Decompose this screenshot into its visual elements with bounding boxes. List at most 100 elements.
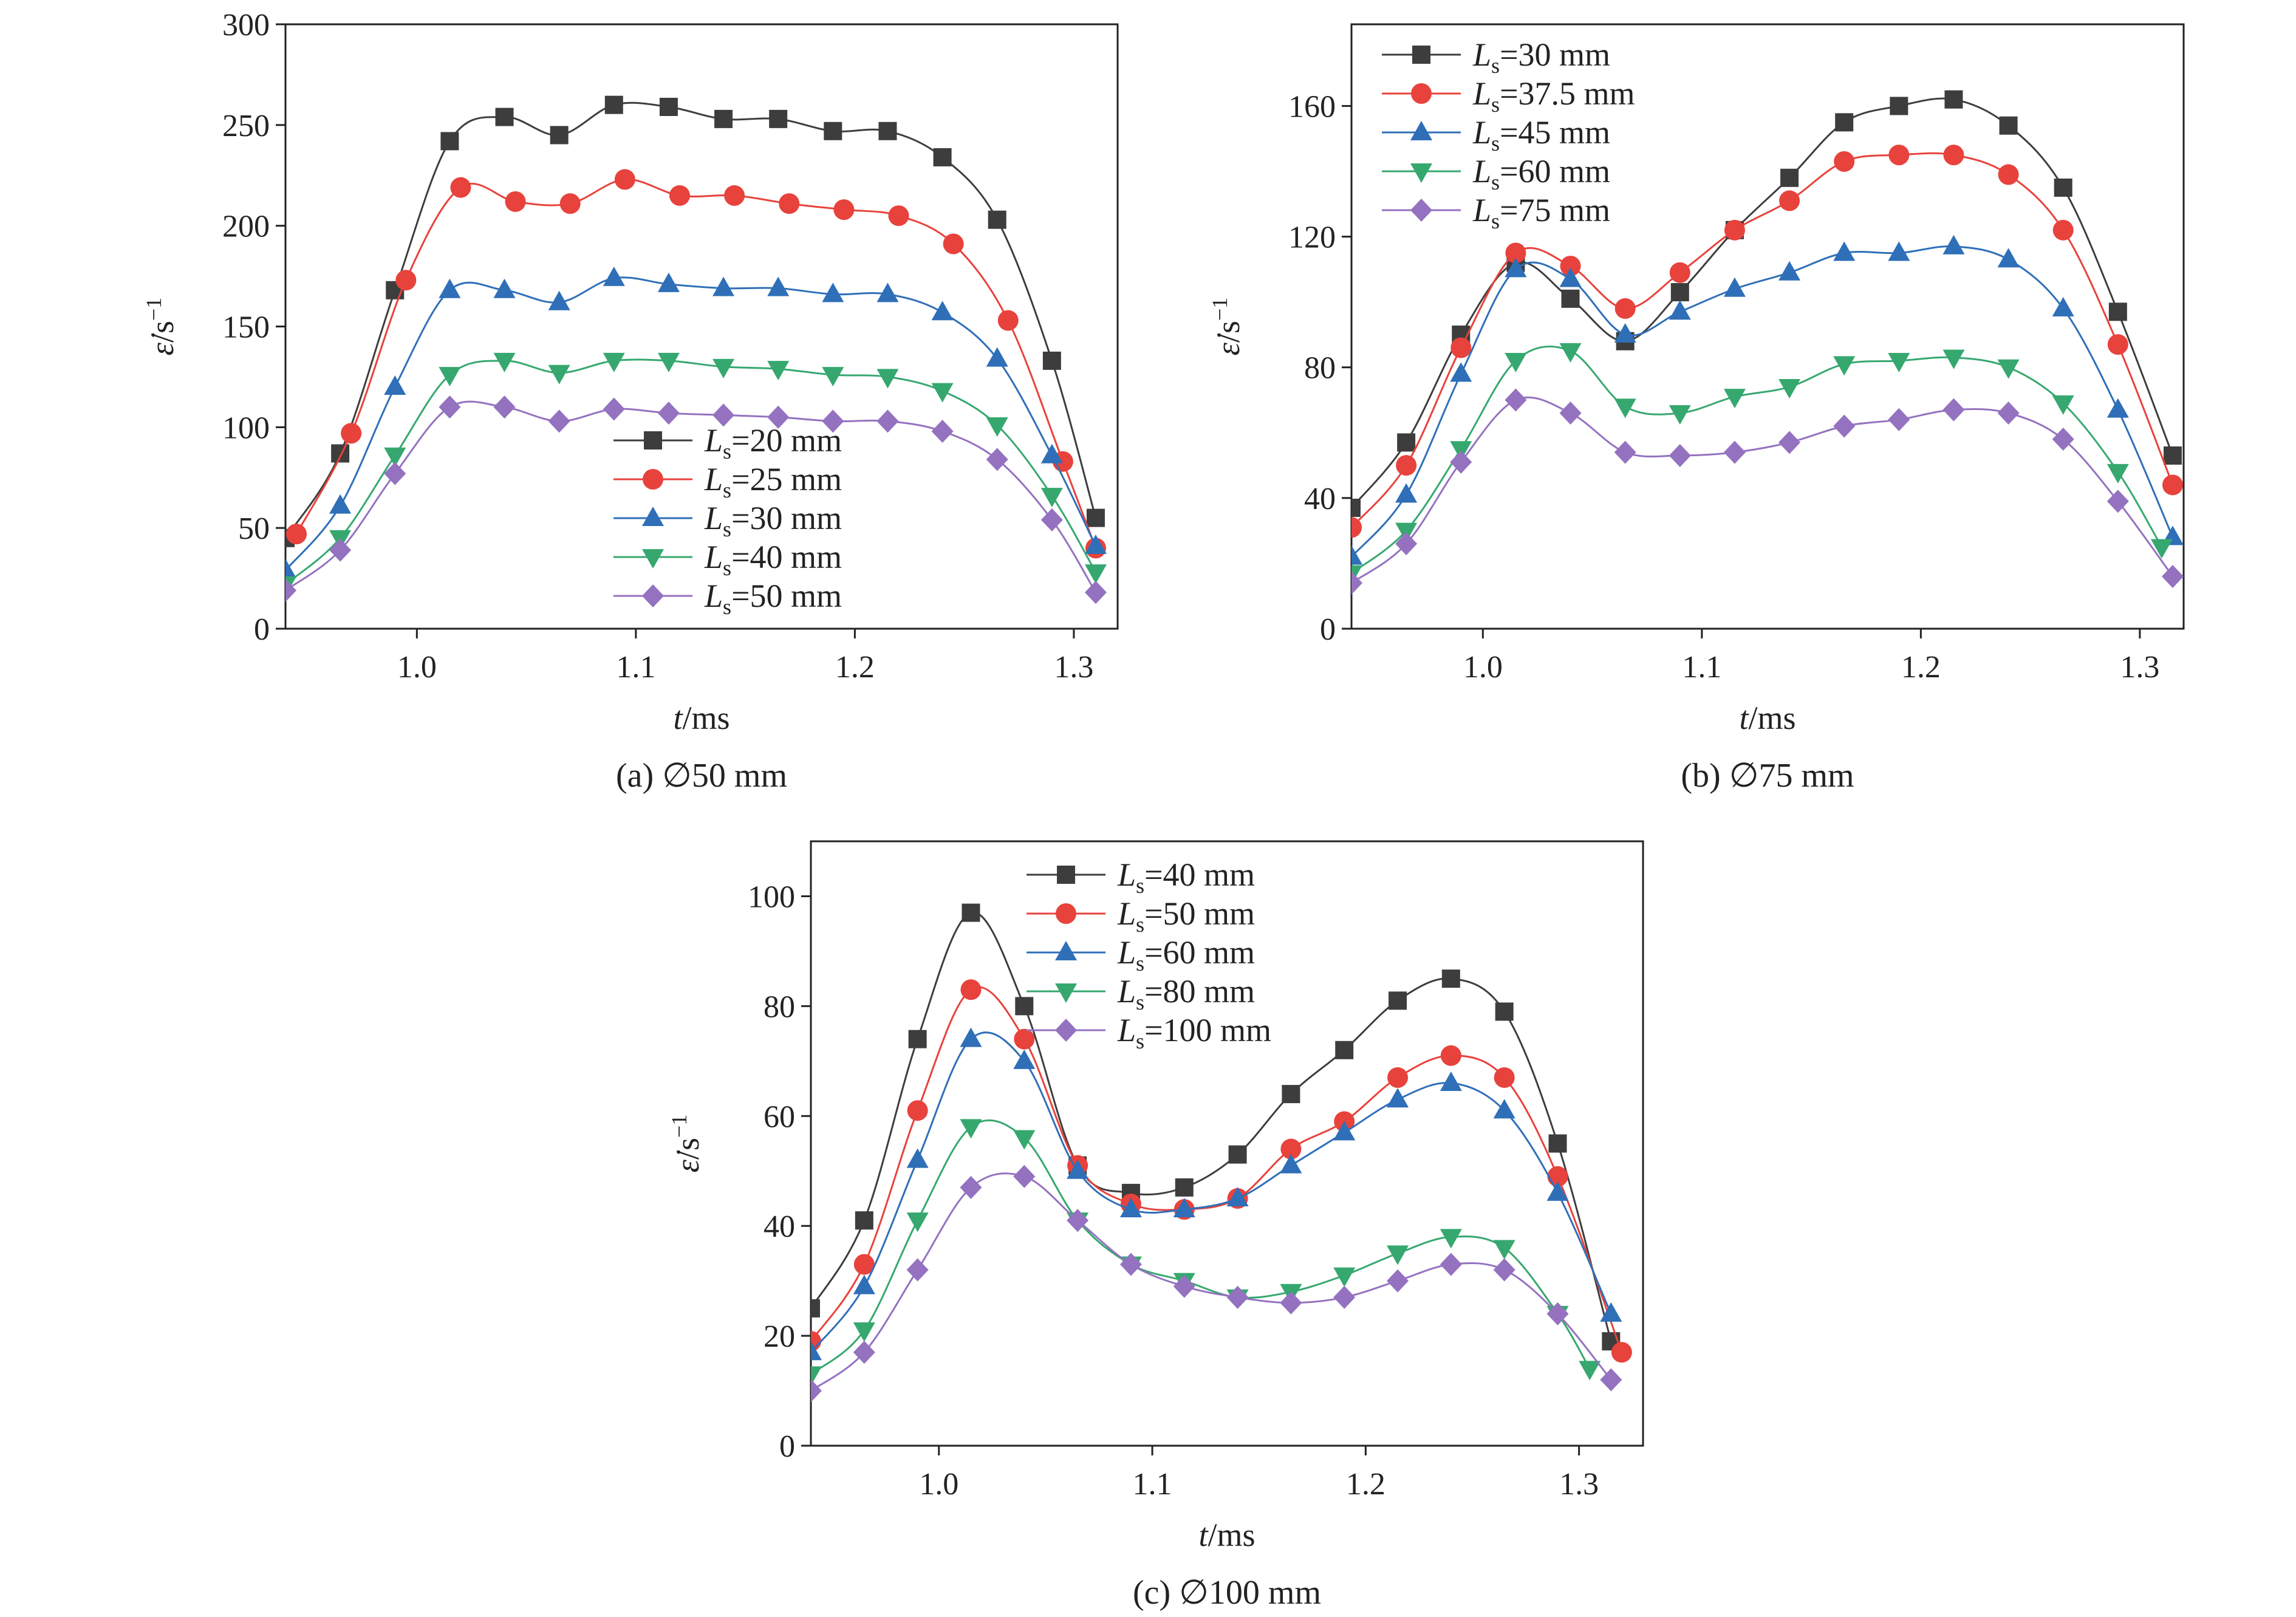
data-point xyxy=(1669,300,1691,320)
data-point xyxy=(1723,277,1746,297)
data-point xyxy=(384,447,406,467)
data-point xyxy=(1614,398,1636,419)
data-point xyxy=(1226,1285,1249,1309)
data-point xyxy=(960,1175,982,1199)
data-point xyxy=(1450,362,1472,382)
data-point xyxy=(1888,145,1910,166)
data-point xyxy=(1440,1229,1462,1249)
y-tick-label: 100 xyxy=(222,411,270,445)
data-point xyxy=(822,409,844,433)
data-point xyxy=(657,402,680,425)
data-point xyxy=(559,193,581,214)
y-tick-label: 160 xyxy=(1288,89,1336,124)
data-point xyxy=(888,205,909,227)
data-point xyxy=(853,1322,875,1342)
data-point xyxy=(1614,323,1636,343)
data-point xyxy=(960,979,982,1000)
data-point xyxy=(833,199,855,220)
data-point xyxy=(1670,283,1689,302)
data-point xyxy=(493,352,516,372)
data-point xyxy=(1387,1067,1409,1088)
data-point xyxy=(906,1212,929,1232)
data-point xyxy=(1493,1258,1515,1282)
x-tick-label: 1.2 xyxy=(1346,1467,1385,1502)
y-tick-label: 0 xyxy=(254,612,270,647)
data-point xyxy=(1505,352,1527,372)
legend-label: Ls=40 mm xyxy=(704,539,842,580)
x-tick-label: 1.2 xyxy=(1901,650,1941,685)
data-point xyxy=(1600,1302,1622,1322)
data-point xyxy=(853,1341,875,1364)
data-point xyxy=(1942,234,1965,255)
data-point xyxy=(1495,1002,1514,1021)
legend-marker xyxy=(1411,83,1432,104)
data-point xyxy=(603,397,625,421)
data-point xyxy=(1778,261,1801,281)
y-tick-label: 40 xyxy=(1304,482,1336,516)
data-point xyxy=(1119,1253,1142,1276)
x-tick-label: 1.3 xyxy=(1559,1467,1599,1502)
data-point xyxy=(962,903,980,922)
data-point xyxy=(2052,395,2074,415)
data-point xyxy=(1333,1121,1356,1141)
data-point xyxy=(960,1119,982,1139)
data-point xyxy=(1505,258,1527,278)
data-point xyxy=(657,352,680,372)
data-point xyxy=(1175,1178,1194,1197)
data-point xyxy=(1546,1302,1569,1325)
data-point xyxy=(450,177,471,198)
data-point xyxy=(724,185,745,206)
data-point xyxy=(1780,168,1799,187)
data-point xyxy=(712,403,735,427)
data-point xyxy=(1835,113,1854,132)
data-point xyxy=(855,1211,873,1230)
data-point xyxy=(1280,1154,1302,1174)
data-point xyxy=(1067,1209,1089,1232)
y-tick-label: 120 xyxy=(1288,220,1336,255)
data-point xyxy=(331,444,350,463)
y-tick-label: 40 xyxy=(764,1209,795,1244)
data-point xyxy=(329,538,352,562)
legend-marker xyxy=(1057,866,1075,884)
data-point xyxy=(2150,539,2173,559)
legend-marker xyxy=(1055,983,1077,1003)
data-point xyxy=(997,310,1019,331)
y-tick-label: 50 xyxy=(238,511,270,546)
chart-panel-a: 1.0 1.1 1.2 1.3 0 50 100 150 200 250 300 t/ms ε̇/s−1… xyxy=(142,8,1119,795)
data-point xyxy=(2052,296,2074,316)
data-point xyxy=(1084,564,1107,584)
legend-marker xyxy=(1056,903,1076,924)
data-point xyxy=(2161,564,2184,588)
panel-caption: (c) ∅100 mm xyxy=(1133,1574,1321,1612)
legend-marker xyxy=(1410,121,1432,140)
data-point xyxy=(1015,997,1034,1016)
data-point xyxy=(1333,1285,1356,1309)
legend-label: Ls=100 mm xyxy=(1117,1012,1271,1053)
data-point xyxy=(1669,262,1690,283)
data-point xyxy=(440,132,459,151)
legend-label: Ls=20 mm xyxy=(704,422,842,463)
data-point xyxy=(1084,581,1107,604)
y-tick-label: 300 xyxy=(222,8,270,43)
data-point xyxy=(1669,405,1691,425)
series-line xyxy=(1351,345,2163,574)
legend-label: Ls=80 mm xyxy=(1117,973,1255,1014)
data-point xyxy=(1282,1085,1300,1104)
data-point xyxy=(669,185,690,206)
data-point xyxy=(1387,1088,1409,1108)
data-point xyxy=(1494,1067,1515,1088)
data-point xyxy=(1614,298,1636,319)
legend-marker xyxy=(1055,1019,1077,1042)
data-point xyxy=(876,409,899,433)
data-point xyxy=(2162,474,2183,496)
series-line xyxy=(1351,245,2174,558)
legend-label: Ls=45 mm xyxy=(1472,114,1610,156)
data-point xyxy=(1890,97,1908,115)
data-point xyxy=(1067,1159,1089,1179)
x-axis-label: t/ms xyxy=(1739,700,1795,736)
data-point xyxy=(493,395,516,419)
y-tick-label: 20 xyxy=(764,1319,795,1354)
